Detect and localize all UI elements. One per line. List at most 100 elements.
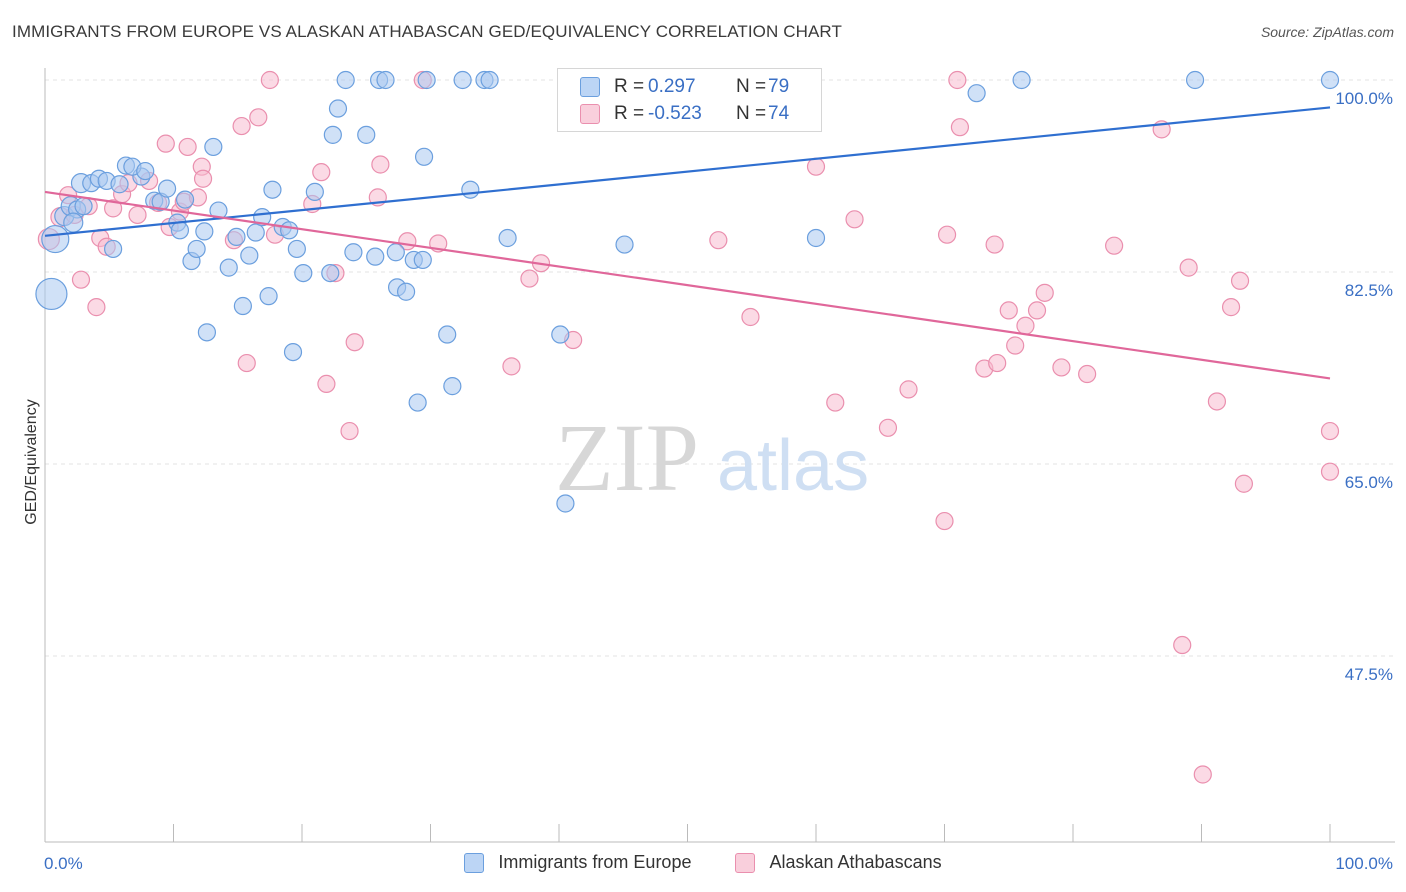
- data-point: [443, 377, 462, 396]
- legend-row-athabascans: R = -0.523 N = 74: [580, 101, 789, 127]
- data-point: [878, 418, 898, 437]
- data-point: [948, 70, 967, 90]
- legend-swatch-blue: [464, 852, 485, 873]
- data-point: [1016, 316, 1035, 335]
- data-point: [826, 393, 845, 412]
- data-point: [556, 494, 575, 513]
- data-point: [806, 228, 826, 248]
- data-point: [204, 137, 223, 157]
- data-point: [408, 393, 427, 412]
- data-point: [1173, 635, 1192, 655]
- data-point: [287, 239, 306, 259]
- data-point: [551, 325, 570, 344]
- data-point: [195, 222, 214, 241]
- y-axis-label: GED/Equivalency: [23, 399, 40, 524]
- data-point: [321, 263, 340, 283]
- data-point: [1234, 474, 1254, 493]
- y-tick-label: 47.5%: [1345, 665, 1393, 684]
- data-point: [453, 70, 472, 90]
- x-tick-label: 100.0%: [1335, 854, 1393, 873]
- data-point: [937, 225, 957, 244]
- data-point: [417, 70, 436, 90]
- data-point: [193, 169, 213, 188]
- data-point: [35, 277, 68, 311]
- data-point: [520, 269, 539, 288]
- data-point: [357, 125, 376, 144]
- data-point: [246, 223, 265, 242]
- data-point: [232, 116, 251, 136]
- legend-n-label: N =: [736, 76, 767, 97]
- data-point: [156, 134, 175, 153]
- data-point: [74, 197, 93, 216]
- data-point: [175, 190, 195, 209]
- data-point: [741, 307, 760, 327]
- series-immigrants-from-europe: [35, 70, 1340, 513]
- data-point: [806, 157, 826, 176]
- data-point: [233, 296, 252, 316]
- data-point: [1105, 236, 1124, 255]
- data-point: [323, 125, 342, 144]
- data-point: [197, 323, 217, 342]
- data-point: [280, 221, 299, 240]
- series-legend: Immigrants from Europe Alaskan Athabasca…: [0, 852, 1406, 873]
- data-point: [1179, 258, 1198, 277]
- data-point: [237, 353, 256, 373]
- legend-r-value: -0.523: [648, 103, 702, 124]
- data-point: [1230, 271, 1250, 290]
- data-point: [1006, 336, 1025, 355]
- legend-item-athabascans[interactable]: Alaskan Athabascans: [735, 852, 942, 873]
- data-point: [136, 161, 155, 181]
- data-point: [502, 357, 521, 376]
- data-point: [240, 246, 259, 265]
- data-point: [312, 163, 331, 182]
- legend-r-label: R =: [614, 76, 645, 97]
- legend-swatch-pink: [580, 104, 600, 124]
- data-point: [157, 179, 177, 198]
- data-point: [935, 511, 954, 531]
- legend-row-europe: R = 0.297 N = 79: [580, 74, 789, 100]
- x-tick-label: 0.0%: [44, 854, 83, 873]
- data-point: [950, 118, 970, 137]
- trend-lines: [44, 106, 1331, 380]
- data-point: [71, 270, 91, 289]
- data-point: [967, 84, 986, 103]
- data-point: [260, 70, 279, 90]
- legend-n-label: N =: [736, 103, 767, 124]
- axes: [44, 68, 1395, 843]
- trend-line: [44, 106, 1331, 237]
- legend-n-value: 79: [768, 76, 790, 97]
- data-point: [87, 298, 106, 317]
- data-point: [1027, 301, 1047, 320]
- data-point: [227, 227, 246, 246]
- data-point: [999, 301, 1018, 320]
- data-point: [414, 147, 434, 166]
- data-point: [317, 374, 336, 394]
- data-point: [1207, 392, 1227, 411]
- data-point: [498, 228, 517, 248]
- data-point: [41, 224, 70, 254]
- data-point: [178, 137, 197, 157]
- legend-r-value: 0.297: [648, 76, 696, 97]
- legend-swatch-pink: [735, 852, 756, 873]
- data-point: [371, 155, 390, 174]
- data-point: [219, 258, 238, 277]
- legend-item-europe[interactable]: Immigrants from Europe: [464, 852, 691, 873]
- data-point: [305, 182, 324, 202]
- data-point: [1320, 421, 1340, 441]
- data-point: [396, 282, 416, 301]
- data-point: [345, 333, 364, 352]
- axis-labels: 47.5% 65.0% 82.5% 100.0% 0.0% 100.0% GED/Equiv…: [23, 89, 1393, 873]
- data-point: [187, 239, 206, 259]
- data-point: [63, 212, 84, 233]
- data-point: [988, 353, 1007, 373]
- data-point: [328, 99, 348, 118]
- data-point: [294, 263, 313, 283]
- legend-label-europe: Immigrants from Europe: [498, 852, 692, 872]
- data-point: [110, 175, 129, 194]
- data-point: [1078, 364, 1097, 384]
- data-point: [985, 235, 1004, 254]
- data-point: [249, 108, 268, 127]
- legend-r-label: R =: [614, 103, 645, 124]
- data-point: [1035, 283, 1054, 302]
